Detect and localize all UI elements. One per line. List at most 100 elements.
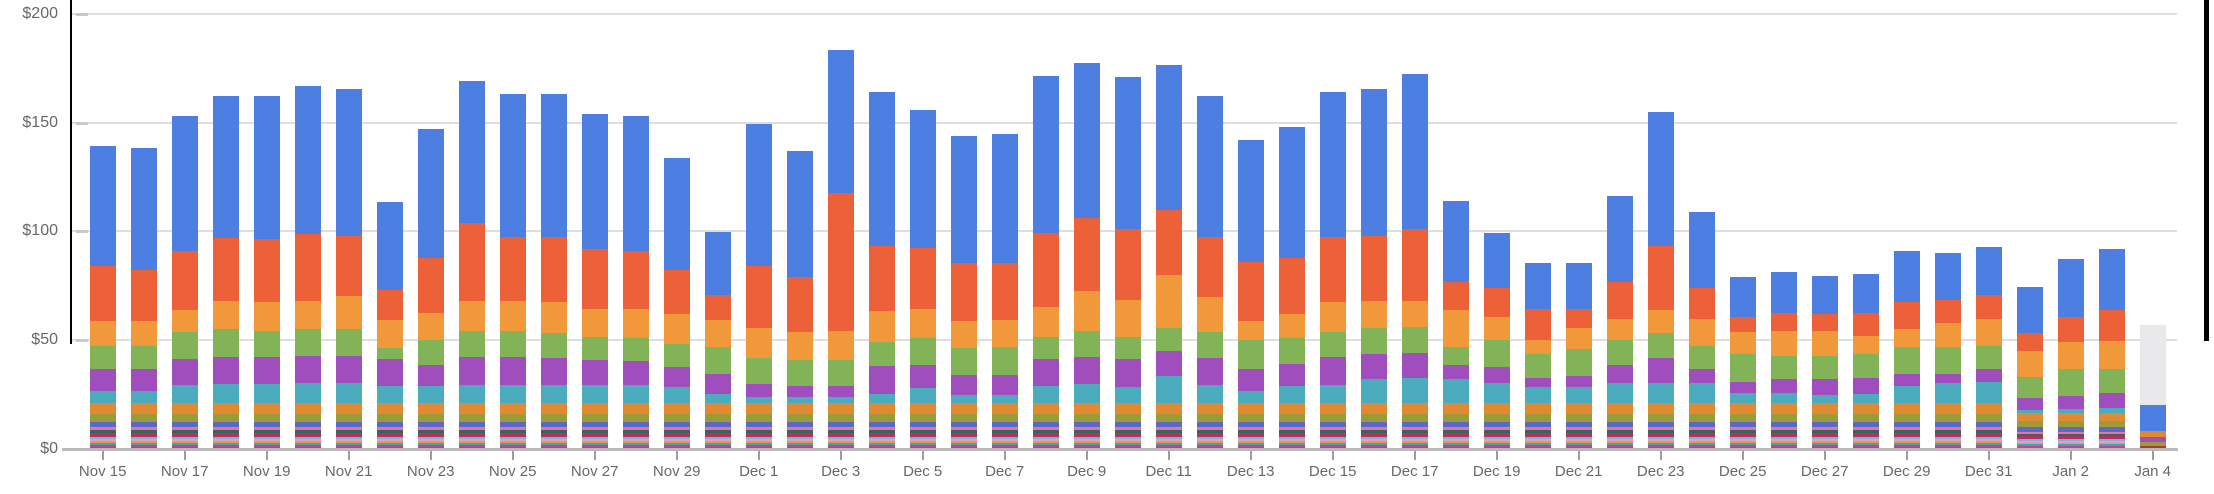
bar-segment-series-orange[interactable] bbox=[868, 310, 895, 343]
bar-segment-stripe-crimson[interactable] bbox=[991, 433, 1018, 438]
bar-segment-stripe-crimson[interactable] bbox=[2098, 436, 2125, 440]
bar-segment-stripe-olive[interactable] bbox=[786, 414, 813, 422]
bar-segment-series-teal[interactable] bbox=[1524, 387, 1551, 404]
bar-segment-stripe-indigo[interactable] bbox=[171, 421, 198, 428]
bar-segment-stripe-orange[interactable] bbox=[1811, 440, 1838, 443]
bar-segment-stripe-orange[interactable] bbox=[294, 440, 321, 443]
bar-segment-stripe-olive[interactable] bbox=[458, 414, 485, 422]
bar-segment-series-teal[interactable] bbox=[909, 388, 936, 404]
bar-segment-stripe-lightpink[interactable] bbox=[1770, 439, 1797, 441]
bar-segment-stripe-darkorange[interactable] bbox=[171, 403, 198, 415]
bar-segment-stripe-darkteal[interactable] bbox=[1073, 430, 1100, 434]
bar-segment-stripe-pink[interactable] bbox=[1319, 427, 1346, 431]
bar-segment-stripe-indigo[interactable] bbox=[1770, 421, 1797, 428]
bar-segment-stripe-indigo[interactable] bbox=[704, 421, 731, 428]
bar-segment-series-red[interactable] bbox=[130, 269, 157, 321]
bar-segment-stripe-darkteal[interactable] bbox=[581, 430, 608, 434]
bar-segment-stripe-skyblue[interactable] bbox=[1811, 437, 1838, 440]
bar-segment-stripe-skyblue[interactable] bbox=[130, 437, 157, 440]
bar-segment-stripe-lightpink[interactable] bbox=[868, 439, 895, 441]
bar-segment-series-orange[interactable] bbox=[622, 308, 649, 339]
bar-segment-stripe-orange[interactable] bbox=[458, 440, 485, 443]
bar-segment-series-blue[interactable] bbox=[1934, 253, 1961, 301]
bar-segment-series-purple[interactable] bbox=[294, 355, 321, 383]
bar-segment-series-teal[interactable] bbox=[1401, 378, 1428, 404]
bar-segment-stripe-pink[interactable] bbox=[376, 427, 403, 431]
bar-segment-stripe-lightpink[interactable] bbox=[1811, 439, 1838, 441]
bar-segment-stripe-teal[interactable] bbox=[2016, 444, 2043, 446]
bar-segment-series-orange[interactable] bbox=[1975, 318, 2002, 346]
bar-segment-stripe-teal[interactable] bbox=[1811, 442, 1838, 445]
bar-segment-series-blue[interactable] bbox=[1811, 276, 1838, 315]
bar-segment-series-purple[interactable] bbox=[130, 368, 157, 392]
bar-segment-stripe-magenta[interactable] bbox=[89, 444, 116, 448]
bar-segment-series-green[interactable] bbox=[827, 359, 854, 386]
bar-segment-stripe-darkorange[interactable] bbox=[499, 403, 526, 415]
bar-segment-series-teal[interactable] bbox=[2098, 408, 2125, 413]
bar-segment-series-green[interactable] bbox=[1852, 354, 1879, 379]
bar-segment-stripe-darkorange[interactable] bbox=[1852, 403, 1879, 415]
bar-segment-series-green[interactable] bbox=[417, 340, 444, 366]
bar-segment-series-blue[interactable] bbox=[909, 109, 936, 248]
bar-segment-stripe-skyblue[interactable] bbox=[786, 437, 813, 440]
bar-segment-stripe-lightpink[interactable] bbox=[745, 439, 772, 441]
bar-segment-series-blue[interactable] bbox=[1770, 271, 1797, 314]
bar-segment-stripe-orange[interactable] bbox=[1196, 440, 1223, 443]
bar-segment-stripe-indigo[interactable] bbox=[2057, 427, 2084, 432]
bar-segment-series-blue[interactable] bbox=[1442, 201, 1469, 282]
bar-segment-stripe-skyblue[interactable] bbox=[212, 437, 239, 440]
bar-segment-stripe-orange[interactable] bbox=[540, 440, 567, 443]
bar-segment-series-orange[interactable] bbox=[540, 302, 567, 333]
bar-segment-stripe-pink[interactable] bbox=[417, 427, 444, 431]
bar-segment-series-teal[interactable] bbox=[294, 382, 321, 404]
bar-segment-stripe-crimson[interactable] bbox=[1524, 433, 1551, 438]
bar-segment-stripe-magenta[interactable] bbox=[499, 444, 526, 448]
bar-segment-stripe-darkorange[interactable] bbox=[1483, 403, 1510, 415]
bar-segment-series-teal[interactable] bbox=[253, 383, 280, 404]
bar-segment-series-orange[interactable] bbox=[417, 313, 444, 341]
bar-segment-stripe-teal[interactable] bbox=[1278, 442, 1305, 445]
bar-segment-series-green[interactable] bbox=[2057, 369, 2084, 397]
bar-segment-stripe-olive[interactable] bbox=[1565, 414, 1592, 422]
bar-segment-stripe-darkorange[interactable] bbox=[540, 403, 567, 415]
bar-segment-series-green[interactable] bbox=[1401, 327, 1428, 354]
bar-segment-stripe-teal[interactable] bbox=[1237, 442, 1264, 445]
bar-segment-stripe-lightpink[interactable] bbox=[1155, 439, 1182, 441]
bar-segment-series-teal[interactable] bbox=[1688, 382, 1715, 404]
bar-segment-series-blue[interactable] bbox=[868, 92, 895, 246]
bar-segment-stripe-skyblue[interactable] bbox=[1073, 437, 1100, 440]
bar-segment-stripe-darkorange[interactable] bbox=[1155, 403, 1182, 415]
bar-segment-series-blue[interactable] bbox=[540, 94, 567, 237]
bar-segment-series-purple[interactable] bbox=[1401, 353, 1428, 379]
bar-segment-stripe-darkorange[interactable] bbox=[212, 403, 239, 415]
bar-segment-stripe-teal[interactable] bbox=[868, 442, 895, 445]
bar-segment-stripe-magenta[interactable] bbox=[1196, 444, 1223, 448]
bar-segment-stripe-lightpink[interactable] bbox=[786, 439, 813, 441]
bar-segment-series-green[interactable] bbox=[1975, 345, 2002, 369]
bar-segment-stripe-indigo[interactable] bbox=[540, 421, 567, 428]
bar-segment-stripe-lightpink[interactable] bbox=[1483, 439, 1510, 441]
bar-segment-stripe-olive[interactable] bbox=[1196, 414, 1223, 422]
bar-segment-stripe-darkorange[interactable] bbox=[294, 403, 321, 415]
bar-segment-series-purple[interactable] bbox=[1934, 374, 1961, 383]
bar-segment-series-blue[interactable] bbox=[499, 94, 526, 237]
bar-segment-stripe-crimson[interactable] bbox=[1606, 433, 1633, 438]
bar-segment-stripe-olive[interactable] bbox=[1688, 414, 1715, 422]
bar-segment-stripe-lightpink[interactable] bbox=[171, 439, 198, 441]
bar-segment-stripe-olive[interactable] bbox=[622, 414, 649, 422]
bar-segment-stripe-pink[interactable] bbox=[1155, 427, 1182, 431]
bar-segment-stripe-olive[interactable] bbox=[1155, 414, 1182, 422]
bar-segment-series-red[interactable] bbox=[950, 263, 977, 321]
bar-segment-stripe-orange[interactable] bbox=[1688, 440, 1715, 443]
bar-segment-series-orange[interactable] bbox=[827, 330, 854, 360]
bar-segment-stripe-indigo[interactable] bbox=[1073, 421, 1100, 428]
bar-segment-series-red[interactable] bbox=[2016, 333, 2043, 351]
bar-segment-stripe-darkteal[interactable] bbox=[1237, 430, 1264, 434]
bar-segment-stripe-teal[interactable] bbox=[212, 442, 239, 445]
bar-segment-stripe-skyblue[interactable] bbox=[1483, 437, 1510, 440]
bar-segment-stripe-teal[interactable] bbox=[991, 442, 1018, 445]
bar-segment-stripe-darkteal[interactable] bbox=[1442, 430, 1469, 434]
bar-segment-stripe-darkteal[interactable] bbox=[1893, 430, 1920, 434]
bar-segment-stripe-orange[interactable] bbox=[130, 440, 157, 443]
bar-segment-series-green[interactable] bbox=[1811, 355, 1838, 380]
